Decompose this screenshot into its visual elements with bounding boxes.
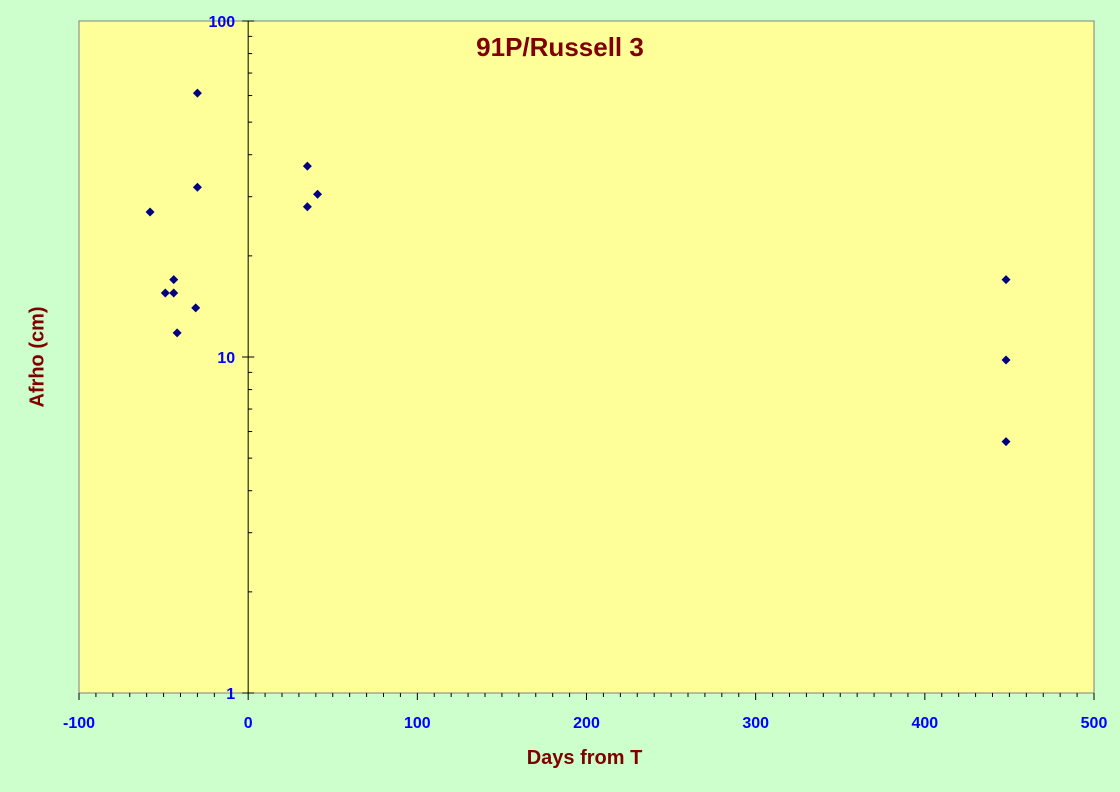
data-point [172, 328, 182, 338]
x-axis-title: Days from T [527, 747, 643, 769]
x-tick-label: 200 [573, 715, 600, 732]
x-minor-ticks [78, 693, 1095, 700]
x-tick-labels: -100 0 100 200 300 400 500 [63, 715, 1107, 732]
x-tick-label: 0 [244, 715, 253, 732]
y-tick-label: 100 [208, 14, 235, 31]
data-point [192, 88, 202, 98]
x-tick-label: 300 [742, 715, 769, 732]
data-point [1001, 355, 1011, 365]
data-points [145, 88, 1011, 447]
x-tick-label: 500 [1081, 715, 1108, 732]
x-tick-label: -100 [63, 715, 95, 732]
data-point [160, 288, 170, 298]
x-tick-label: 100 [404, 715, 431, 732]
chart-title: 91P/Russell 3 [476, 32, 644, 62]
data-point [1001, 275, 1011, 285]
x-tick-label: 400 [911, 715, 938, 732]
data-point [145, 207, 155, 217]
y-tick-label: 10 [217, 350, 235, 367]
data-point [302, 202, 312, 212]
y-axis-title: Afrho (cm) [26, 306, 48, 407]
data-point [169, 275, 179, 285]
data-point [169, 288, 179, 298]
data-point [302, 161, 312, 171]
data-point [1001, 437, 1011, 447]
data-point [313, 189, 323, 199]
data-point [192, 182, 202, 192]
y-minor-ticks [242, 20, 255, 694]
data-point [191, 303, 201, 313]
y-tick-label: 1 [226, 686, 235, 703]
y-tick-labels: 1 10 100 [208, 14, 235, 703]
